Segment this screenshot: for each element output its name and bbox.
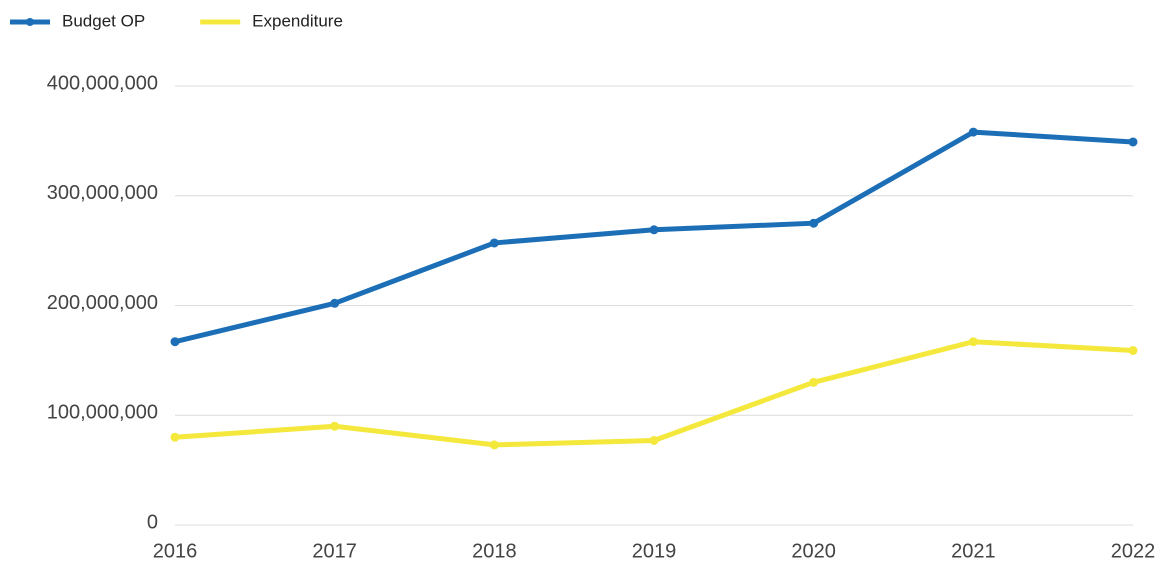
data-point xyxy=(330,298,340,308)
legend-label: Expenditure xyxy=(252,11,343,30)
y-tick-label: 0 xyxy=(147,511,158,533)
x-tick-label: 2017 xyxy=(312,540,357,562)
x-tick-label: 2021 xyxy=(951,540,996,562)
y-tick-label: 300,000,000 xyxy=(47,182,158,204)
data-point xyxy=(809,218,819,228)
data-point xyxy=(170,337,180,347)
data-point xyxy=(330,421,340,431)
data-point xyxy=(489,238,499,248)
data-point xyxy=(649,225,659,235)
series-line xyxy=(174,339,1134,448)
x-tick-label: 2016 xyxy=(153,540,198,562)
y-tick-label: 100,000,000 xyxy=(47,402,158,424)
data-point xyxy=(968,127,978,137)
data-point xyxy=(170,432,180,442)
legend-dot xyxy=(26,18,34,26)
y-tick-label: 200,000,000 xyxy=(47,292,158,314)
x-tick-label: 2019 xyxy=(632,540,677,562)
data-point xyxy=(489,440,499,450)
series-line xyxy=(174,129,1134,345)
data-point xyxy=(1128,137,1138,147)
x-tick-label: 2018 xyxy=(472,540,517,562)
data-point xyxy=(1128,345,1138,355)
y-tick-label: 400,000,000 xyxy=(47,72,158,94)
x-tick-label: 2022 xyxy=(1111,540,1156,562)
data-point xyxy=(809,377,819,387)
legend-label: Budget OP xyxy=(62,11,145,30)
data-point xyxy=(649,435,659,445)
data-point xyxy=(968,337,978,347)
x-tick-label: 2020 xyxy=(791,540,836,562)
